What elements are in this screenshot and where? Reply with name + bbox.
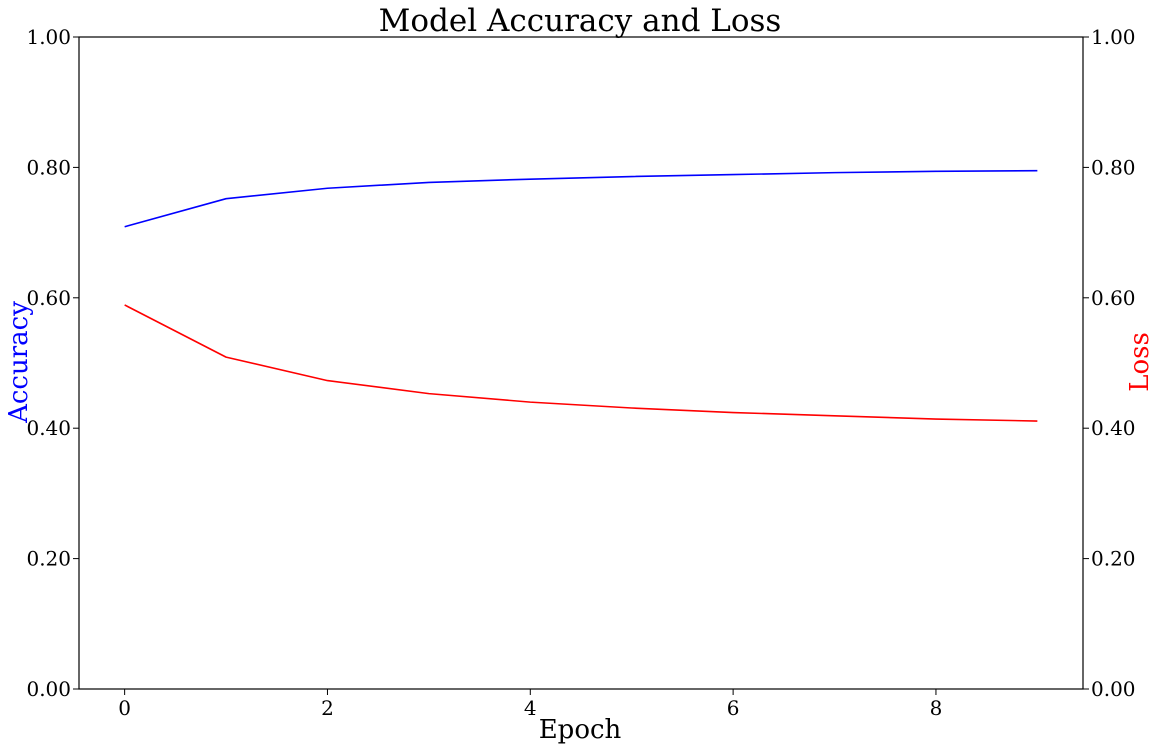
y-right-tick-label: 0.40 (1091, 416, 1136, 440)
y-left-tick-label: 1.00 (26, 25, 71, 49)
y-left-tick-label: 0.20 (26, 547, 71, 571)
x-tick-label: 6 (727, 696, 740, 720)
y-axis-right: 0.00 0.20 0.40 0.60 0.80 1.00 (1083, 25, 1136, 701)
x-tick-label: 0 (118, 696, 131, 720)
x-axis: 0 2 4 6 8 (118, 689, 942, 720)
y-right-tick-label: 1.00 (1091, 25, 1136, 49)
x-tick-label: 8 (930, 696, 943, 720)
y-axis-left-title: Accuracy (4, 301, 34, 424)
series-line-accuracy (124, 169, 1038, 228)
plot-frame (78, 36, 1084, 690)
chart-title: Model Accuracy and Loss (379, 3, 782, 39)
plot-area (78, 36, 1084, 690)
x-tick-label: 2 (321, 696, 334, 720)
y-right-tick-label: 0.20 (1091, 547, 1136, 571)
y-left-tick-label: 0.00 (26, 677, 71, 701)
series-layer (124, 169, 1038, 422)
series-line-loss (124, 304, 1038, 422)
y-right-tick-label: 0.80 (1091, 155, 1136, 179)
y-right-tick-label: 0.60 (1091, 286, 1136, 310)
y-axis-left: 0.00 0.20 0.40 0.60 0.80 1.00 (26, 25, 79, 701)
y-axis-right-title: Loss (1125, 332, 1155, 392)
y-left-tick-label: 0.80 (26, 155, 71, 179)
y-left-tick-label: 0.60 (26, 286, 71, 310)
x-tick-label: 4 (524, 696, 537, 720)
y-left-tick-label: 0.40 (26, 416, 71, 440)
y-right-tick-label: 0.00 (1091, 677, 1136, 701)
x-axis-title: Epoch (539, 715, 622, 745)
